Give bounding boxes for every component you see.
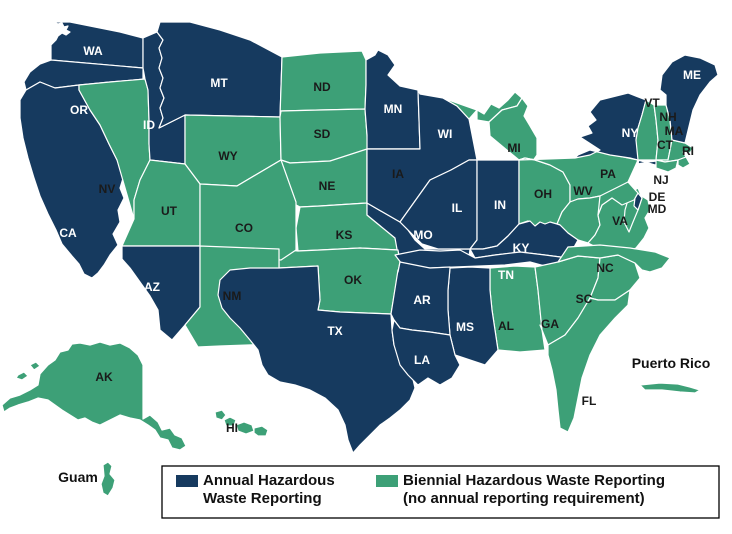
svg-text:WV: WV <box>573 184 592 198</box>
svg-text:SD: SD <box>314 127 331 141</box>
svg-text:KY: KY <box>513 241 530 255</box>
svg-text:CT: CT <box>657 138 674 152</box>
svg-text:AL: AL <box>498 319 514 333</box>
svg-text:MA: MA <box>665 124 684 138</box>
svg-text:Puerto Rico: Puerto Rico <box>632 355 711 371</box>
svg-text:MN: MN <box>384 102 403 116</box>
svg-text:HI: HI <box>226 421 238 435</box>
svg-text:OK: OK <box>344 273 362 287</box>
svg-text:NM: NM <box>223 289 242 303</box>
svg-text:WI: WI <box>438 127 453 141</box>
svg-text:WA: WA <box>83 44 103 58</box>
svg-text:AZ: AZ <box>144 280 160 294</box>
svg-text:MI: MI <box>507 141 520 155</box>
svg-text:MO: MO <box>413 228 432 242</box>
svg-text:IL: IL <box>452 201 463 215</box>
svg-text:OH: OH <box>534 187 552 201</box>
svg-text:GA: GA <box>541 317 559 331</box>
svg-text:RI: RI <box>682 144 694 158</box>
svg-text:NV: NV <box>99 182 116 196</box>
svg-text:NC: NC <box>596 261 614 275</box>
svg-text:IN: IN <box>494 198 506 212</box>
svg-text:LA: LA <box>414 353 430 367</box>
svg-text:ID: ID <box>143 118 155 132</box>
svg-text:Waste Reporting: Waste Reporting <box>203 490 322 507</box>
svg-text:AR: AR <box>413 293 431 307</box>
svg-text:MS: MS <box>456 320 474 334</box>
svg-text:CA: CA <box>59 226 77 240</box>
svg-text:UT: UT <box>161 204 178 218</box>
svg-text:NH: NH <box>659 110 676 124</box>
svg-text:NJ: NJ <box>653 173 668 187</box>
svg-text:WY: WY <box>218 149 237 163</box>
svg-text:AK: AK <box>95 370 113 384</box>
svg-text:TX: TX <box>327 324 342 338</box>
svg-text:VT: VT <box>644 96 660 110</box>
svg-text:Biennial Hazardous Waste Repor: Biennial Hazardous Waste Reporting <box>403 472 665 489</box>
svg-text:MT: MT <box>210 76 228 90</box>
svg-text:MD: MD <box>648 202 667 216</box>
svg-text:KS: KS <box>336 228 353 242</box>
svg-text:OR: OR <box>70 103 88 117</box>
svg-text:Guam: Guam <box>58 469 98 485</box>
svg-text:CO: CO <box>235 221 253 235</box>
svg-text:TN: TN <box>498 268 514 282</box>
svg-text:VA: VA <box>612 214 628 228</box>
svg-text:SC: SC <box>576 292 593 306</box>
svg-text:ME: ME <box>683 68 701 82</box>
svg-text:ND: ND <box>313 80 331 94</box>
svg-text:FL: FL <box>582 394 597 408</box>
svg-text:IA: IA <box>392 167 404 181</box>
svg-text:PA: PA <box>600 167 616 181</box>
svg-text:NY: NY <box>622 126 639 140</box>
svg-text:(no annual reporting requireme: (no annual reporting requirement) <box>403 490 645 507</box>
svg-text:Annual Hazardous: Annual Hazardous <box>203 472 335 489</box>
svg-text:NE: NE <box>319 179 336 193</box>
